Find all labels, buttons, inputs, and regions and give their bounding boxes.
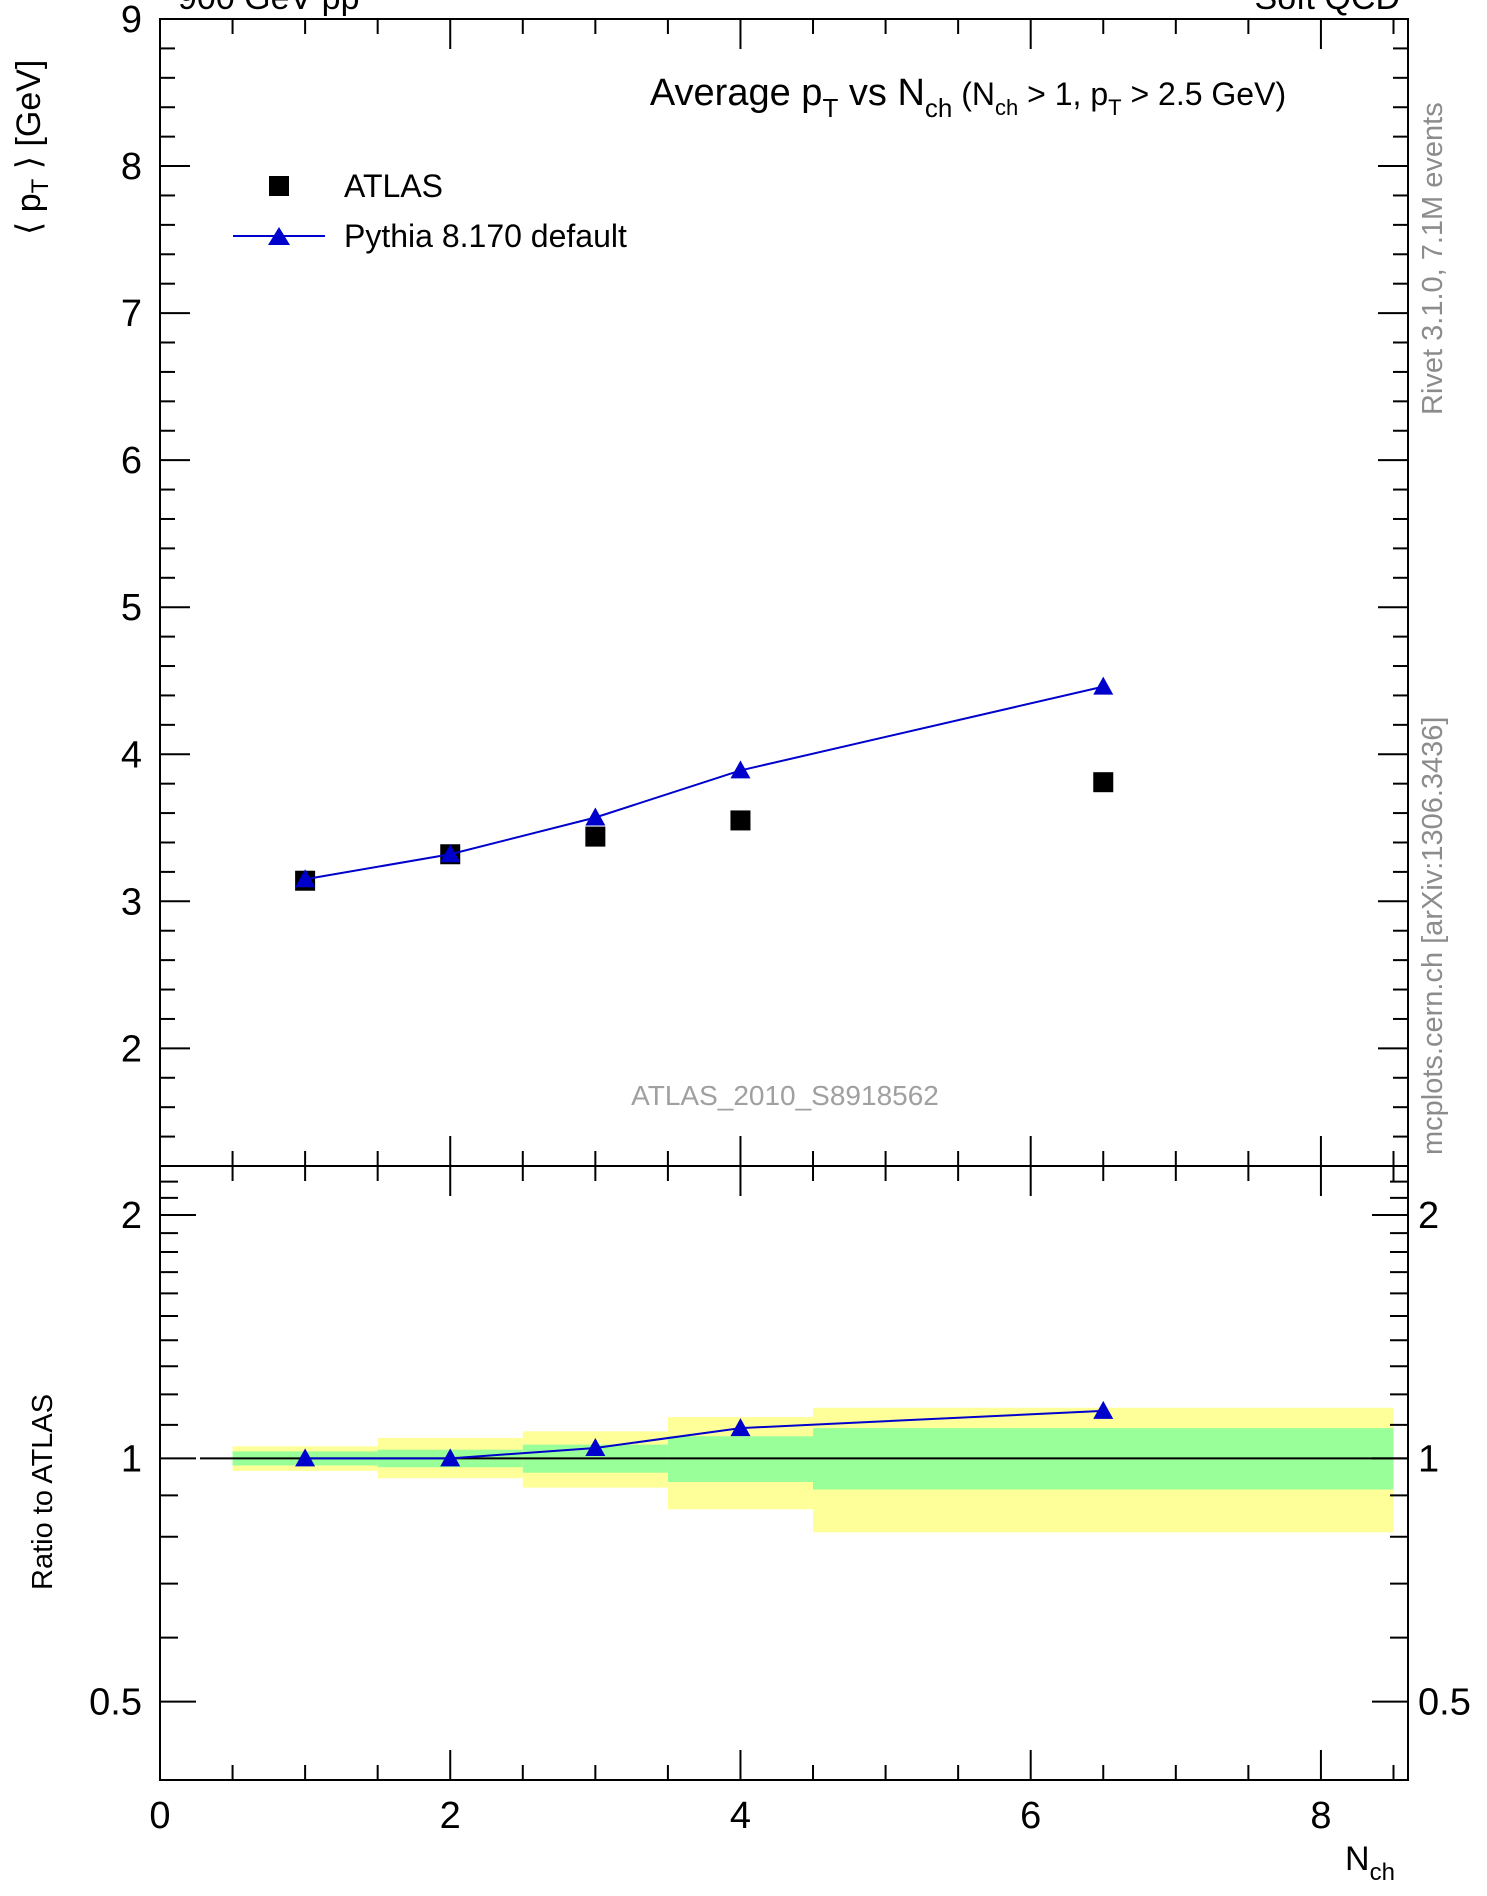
ratio-y-tick-label-right: 1 bbox=[1418, 1438, 1439, 1480]
ratio-y-tick-label-right: 0.5 bbox=[1418, 1682, 1471, 1724]
ratio-panel-series bbox=[295, 1400, 1114, 1467]
main-y-tick-label: 4 bbox=[121, 734, 142, 776]
main-y-tick-label: 9 bbox=[121, 0, 142, 41]
rivet-version-label: Rivet 3.1.0, 7.1M events bbox=[1417, 102, 1449, 415]
x-tick-label: 4 bbox=[730, 1795, 751, 1837]
legend-pythia-label: Pythia 8.170 default bbox=[344, 218, 627, 254]
x-tick-label: 8 bbox=[1310, 1795, 1331, 1837]
pythia-ratio-point bbox=[1093, 1400, 1114, 1419]
legend: ATLAS Pythia 8.170 default bbox=[233, 168, 627, 254]
pythia-ratio-point bbox=[440, 1448, 461, 1467]
ylabel-sub: T bbox=[27, 178, 54, 193]
x-tick-label: 6 bbox=[1020, 1795, 1041, 1837]
pythia-point bbox=[730, 760, 751, 779]
title-a: Average p bbox=[650, 72, 823, 114]
pythia-line bbox=[304, 685, 1104, 881]
ratio-y-tick-label-right: 2 bbox=[1418, 1195, 1439, 1237]
title-a-sub: T bbox=[822, 93, 838, 123]
legend-atlas-label: ATLAS bbox=[344, 168, 443, 204]
ratio-y-tick-label: 1 bbox=[121, 1438, 142, 1480]
ratio-y-axis-title: Ratio to ATLAS bbox=[27, 1394, 59, 1590]
x-tick-label: 0 bbox=[149, 1795, 170, 1837]
main-y-tick-label: 5 bbox=[121, 587, 142, 629]
main-y-axis-title: ⟨ pT ⟩ [GeV] bbox=[10, 60, 54, 235]
x-axis-title: Nch bbox=[1345, 1840, 1395, 1886]
atlas-data-point bbox=[585, 826, 606, 847]
header-left-text: 900 GeV pp bbox=[178, 0, 359, 17]
ylabel-close: ⟩ [GeV] bbox=[10, 60, 48, 179]
legend-pythia-marker bbox=[268, 227, 290, 245]
ratio-y-tick-label: 2 bbox=[121, 1195, 142, 1237]
title-b: vs N bbox=[838, 72, 925, 114]
main-y-tick-label: 8 bbox=[121, 146, 142, 188]
pythia-ratio-point bbox=[295, 1448, 316, 1467]
main-y-tick-label: 2 bbox=[121, 1028, 142, 1070]
pythia-point bbox=[440, 844, 461, 863]
ratio-uncertainty-bands bbox=[232, 1407, 1394, 1533]
title-b-sub: ch bbox=[925, 93, 952, 123]
pythia-ratio-point bbox=[585, 1437, 606, 1456]
header-right-text: Soft QCD bbox=[1255, 0, 1400, 17]
main-y-tick-label: 3 bbox=[121, 881, 142, 923]
title-d-sub: T bbox=[1108, 95, 1121, 120]
analysis-id: ATLAS_2010_S8918562 bbox=[631, 1080, 939, 1111]
mcplots-label: mcplots.cern.ch [arXiv:1306.3436] bbox=[1417, 717, 1449, 1155]
main-panel-series bbox=[295, 676, 1114, 891]
ratio-panel-axes: 0.5 0.5 1 1 2 2 0 2 4 6 8 bbox=[89, 1165, 1471, 1837]
title-c: (N bbox=[952, 76, 995, 112]
ratio-panel-frame bbox=[159, 1165, 1409, 1781]
atlas-data-point bbox=[730, 810, 751, 831]
pythia-point bbox=[1093, 676, 1114, 695]
title-e: > 2.5 GeV) bbox=[1122, 76, 1287, 112]
xlabel-sub: ch bbox=[1370, 1859, 1395, 1886]
legend-atlas-marker bbox=[269, 176, 289, 196]
main-title: Average pT vs Nch (Nch > 1, pT > 2.5 GeV… bbox=[650, 72, 1286, 123]
xlabel-main: N bbox=[1345, 1840, 1370, 1878]
atlas-data-point bbox=[1093, 772, 1114, 793]
pythia-ratio-point bbox=[730, 1418, 751, 1437]
ratio-y-tick-label: 0.5 bbox=[89, 1682, 142, 1724]
pythia-point bbox=[585, 807, 606, 826]
main-y-tick-label: 6 bbox=[121, 440, 142, 482]
title-d: > 1, p bbox=[1018, 76, 1108, 112]
main-y-tick-label: 7 bbox=[121, 293, 142, 335]
main-panel-axes: 2 3 4 5 6 7 8 9 bbox=[121, 0, 1409, 1167]
x-tick-label: 2 bbox=[440, 1795, 461, 1837]
pythia-point bbox=[295, 869, 316, 888]
title-c-sub: ch bbox=[995, 95, 1018, 120]
ylabel-open: ⟨ p bbox=[10, 193, 48, 235]
